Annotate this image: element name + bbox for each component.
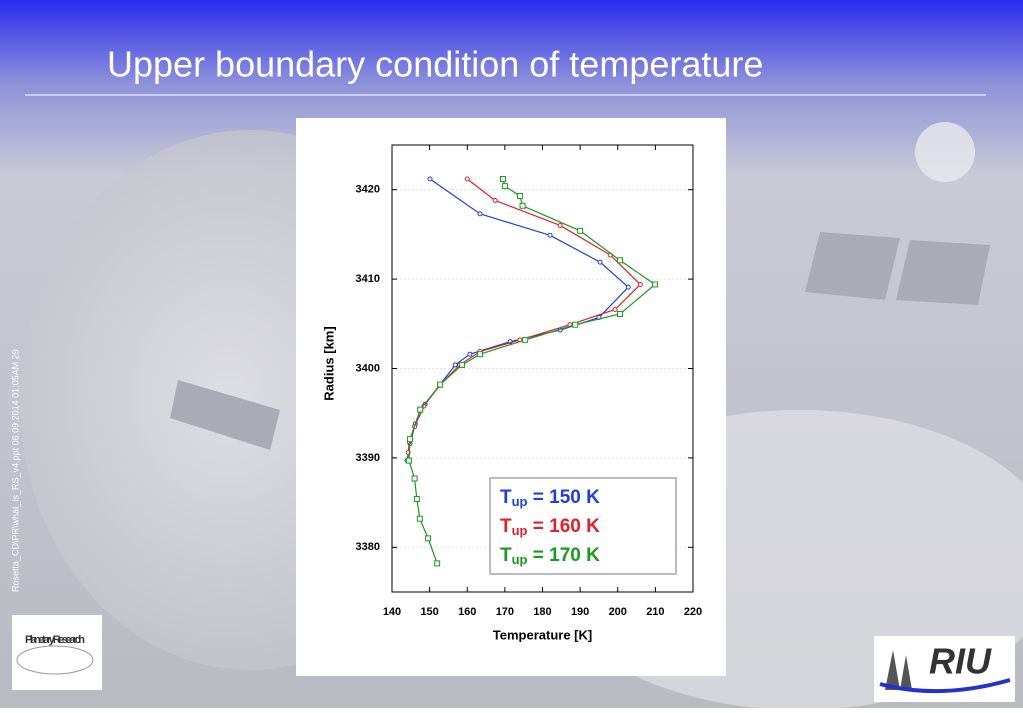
chart: 3380 3390 3400 3410 3420 140 150 160 170 180 190 20… xyxy=(321,144,702,642)
series-marker xyxy=(407,436,414,443)
legend-entry: Tup = 150 K xyxy=(500,487,600,509)
series-marker xyxy=(413,496,420,503)
y-tick-label: 3380 xyxy=(356,541,380,553)
series-marker xyxy=(411,475,418,482)
logo-towers xyxy=(885,650,912,690)
series-marker xyxy=(467,351,473,357)
x-tick-label: 190 xyxy=(571,606,589,618)
logo-right-text: RIU xyxy=(929,641,992,682)
series-marker xyxy=(417,406,424,413)
series-marker xyxy=(492,197,498,203)
series-marker xyxy=(405,457,412,464)
moon-image xyxy=(915,122,975,182)
series-marker xyxy=(637,281,643,287)
x-tick-label: 200 xyxy=(609,606,627,618)
logo-wave xyxy=(879,678,1011,694)
series-marker xyxy=(416,515,423,522)
series-marker xyxy=(434,560,441,567)
x-tick-label: 210 xyxy=(646,606,664,618)
series-marker xyxy=(437,381,444,388)
legend-box xyxy=(489,477,677,575)
chart-panel xyxy=(296,118,726,676)
x-tick-label: 180 xyxy=(533,606,551,618)
series-marker xyxy=(617,257,624,264)
legend-entry: Tup = 160 K xyxy=(500,516,600,538)
series-marker xyxy=(597,259,603,265)
y-tick-label: 3400 xyxy=(356,362,380,374)
series-marker xyxy=(557,222,563,228)
y-tick-label: 3420 xyxy=(356,184,380,196)
series-marker xyxy=(464,176,470,182)
series-marker xyxy=(519,202,526,209)
x-tick-label: 220 xyxy=(684,606,702,618)
series-marker xyxy=(458,361,465,368)
x-tick-label: 170 xyxy=(496,606,514,618)
y-tick-label: 3390 xyxy=(356,452,380,464)
series-marker xyxy=(501,183,508,190)
x-axis-label: Temperature [K] xyxy=(493,627,592,642)
series-marker xyxy=(617,310,624,317)
x-tick-label: 140 xyxy=(383,606,401,618)
series-marker xyxy=(522,336,529,343)
series-marker xyxy=(425,535,432,542)
legend-entry: Tup = 170 K xyxy=(500,545,600,567)
x-tick-label: 160 xyxy=(458,606,476,618)
series-marker xyxy=(516,192,523,199)
series-marker xyxy=(612,306,618,312)
x-tick-label: 150 xyxy=(420,606,438,618)
slide-title: Upper boundary condition of temperature xyxy=(107,44,763,85)
logo-orbit xyxy=(16,645,94,675)
series-marker xyxy=(427,176,433,182)
series-marker xyxy=(547,232,553,238)
plot-frame xyxy=(391,144,694,593)
series-marker xyxy=(477,211,483,217)
series-marker xyxy=(625,284,631,290)
series-marker xyxy=(452,362,458,368)
logo-left-text: Planetary Research xyxy=(25,634,85,646)
y-tick-label: 3410 xyxy=(356,273,380,285)
logo-left xyxy=(12,615,102,690)
series-marker xyxy=(499,175,506,182)
series-marker xyxy=(577,227,584,234)
series-marker xyxy=(572,321,579,328)
y-axis-label: Radius [km] xyxy=(321,326,336,400)
series-marker xyxy=(477,351,484,358)
solar-panel-image xyxy=(170,232,990,450)
series-marker xyxy=(651,281,658,288)
side-note: Rosetta_CD\PR\what_is_RS_v4.ppt 06.09.20… xyxy=(10,349,20,592)
